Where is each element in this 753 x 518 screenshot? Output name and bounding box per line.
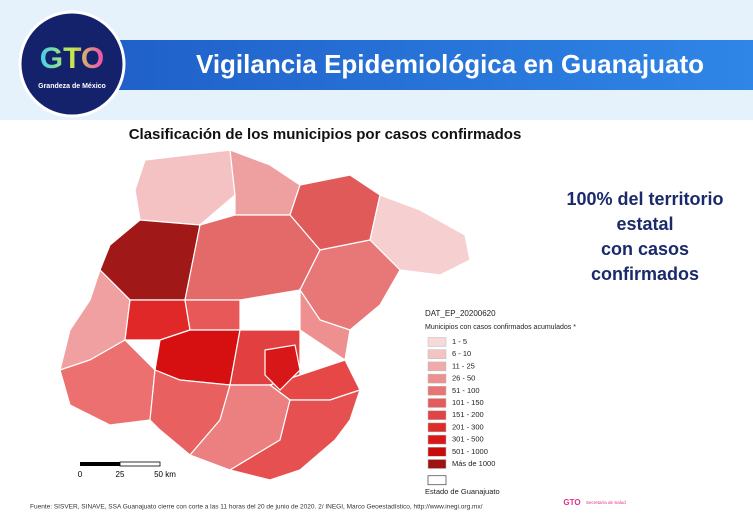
legend-swatch xyxy=(427,361,447,372)
legend-label: Más de 1000 xyxy=(452,459,495,468)
legend-label: 151 - 200 xyxy=(452,410,484,419)
legend-swatch xyxy=(427,349,447,359)
municipality xyxy=(228,389,361,481)
logo-tagline: Grandeza de México xyxy=(38,83,106,90)
legend-label: 101 - 150 xyxy=(452,398,484,407)
legend-label: 1 - 5 xyxy=(452,337,467,346)
logo-circle xyxy=(18,10,126,118)
map-title: Clasificación de los municipios por caso… xyxy=(129,126,522,143)
callout-line: confirmados xyxy=(591,264,699,284)
legend-label: 6 - 10 xyxy=(452,349,471,358)
legend-label: Estado de Guanajuato xyxy=(425,487,500,496)
scale-label: 25 xyxy=(116,470,125,479)
scale-segment xyxy=(80,462,120,466)
callout: 100% del territorio estatal con casos confi… xyxy=(566,189,723,284)
legend-swatch xyxy=(427,398,447,408)
legend-swatch xyxy=(427,410,447,420)
legend-label: 501 - 1000 xyxy=(452,447,488,456)
legend-label: 11 - 25 xyxy=(452,361,475,370)
legend: DAT_EP_20200620 Municipios con casos con… xyxy=(425,309,576,496)
legend-swatch xyxy=(427,373,447,384)
municipality xyxy=(299,288,351,362)
logo: GTO xyxy=(40,42,104,75)
source-note: Fuente: SISVER, SINAVE, SSA Guanajuato c… xyxy=(30,504,483,511)
legend-label: 26 - 50 xyxy=(452,374,475,383)
footer-logo: GTO xyxy=(563,498,580,507)
legend-swatch xyxy=(427,422,447,433)
municipality xyxy=(184,214,321,301)
legend-label: 51 - 100 xyxy=(452,386,480,395)
scale-label: 0 xyxy=(78,470,83,479)
municipality xyxy=(134,149,236,226)
title-band xyxy=(95,40,753,90)
municipality xyxy=(184,299,241,331)
footer-logo-text: Secretaría de Salud xyxy=(586,500,626,505)
callout-line: con casos xyxy=(601,239,689,259)
map xyxy=(59,149,471,481)
legend-label: 201 - 300 xyxy=(452,422,484,431)
legend-code: DAT_EP_20200620 xyxy=(425,309,496,318)
footer-logo-box xyxy=(560,492,610,514)
municipality xyxy=(264,344,301,391)
scale-bar: 0 25 50 km xyxy=(78,461,176,479)
legend-swatch xyxy=(427,434,447,445)
legend-swatch xyxy=(427,447,447,457)
scale-label: 50 km xyxy=(154,470,176,479)
legend-swatch xyxy=(427,386,447,396)
slide-title: Vigilancia Epidemiológica en Guanajuato xyxy=(196,49,704,79)
legend-title: Municipios con casos confirmados acumula… xyxy=(425,324,576,331)
callout-line: 100% del territorio xyxy=(566,189,723,209)
scale-segment xyxy=(119,461,161,467)
legend-swatch xyxy=(427,337,447,347)
legend-swatch xyxy=(427,475,447,486)
municipality xyxy=(229,149,301,216)
legend-swatch xyxy=(427,459,447,469)
legend-label: 301 - 500 xyxy=(452,435,484,444)
callout-line: estatal xyxy=(616,214,673,234)
